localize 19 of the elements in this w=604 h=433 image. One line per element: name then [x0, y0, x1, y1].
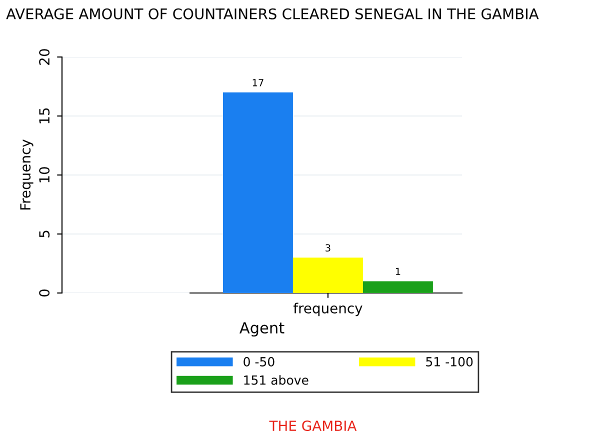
data-label: 1	[396, 268, 400, 276]
x-axis-title: Agent	[240, 322, 284, 337]
y-tick-label: 5	[39, 230, 50, 238]
bar	[222, 92, 293, 293]
text: THE GAMBIA	[269, 420, 357, 432]
data-label: 17	[252, 79, 264, 86]
legend-label: 0 -50	[244, 357, 274, 366]
legend-label: 51 -100	[426, 357, 473, 366]
chart-title: AVERAGE AMOUNT OF COUNTAINERS CLEARED SENEGAL IN THE GAMBIA	[6, 8, 539, 20]
y-tick-label: 15	[39, 108, 50, 124]
y-tick-label: 20	[39, 49, 50, 65]
x-tick-label: frequency	[293, 302, 362, 316]
bar	[292, 258, 363, 293]
y-tick-label: 0	[39, 290, 50, 297]
bar	[362, 281, 433, 293]
data-label: 3	[326, 244, 330, 252]
legend-label: 151 above	[244, 375, 308, 385]
y-tick-label: 10	[39, 167, 50, 182]
y-axis-title: Frequency	[20, 140, 34, 210]
